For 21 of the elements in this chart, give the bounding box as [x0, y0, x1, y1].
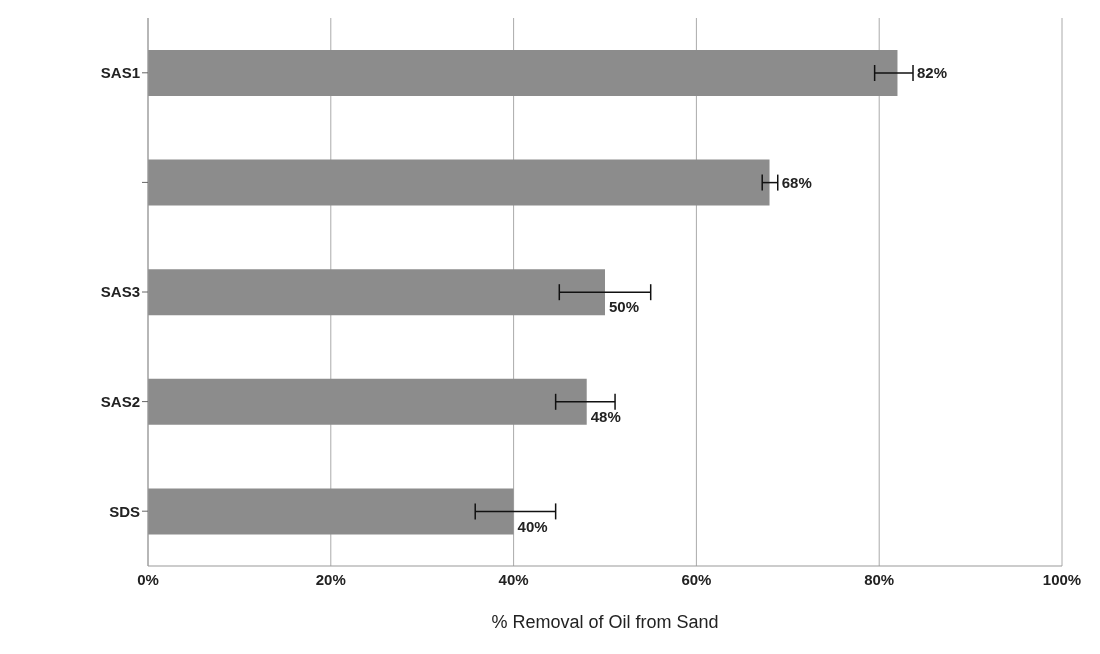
bar: [148, 269, 605, 316]
data-label: 50%: [609, 298, 640, 316]
data-label: 40%: [517, 517, 548, 535]
x-tick-label: 100%: [1042, 570, 1082, 588]
bar: [148, 50, 898, 96]
bar: [148, 159, 770, 206]
bar: [148, 378, 587, 425]
x-tick-label: 80%: [864, 570, 895, 588]
bar: [148, 488, 514, 535]
y-tick-label: SDS: [109, 502, 140, 520]
x-tick-label: 60%: [681, 570, 712, 588]
y-tick-label: SAS3: [100, 283, 140, 301]
x-tick-label: 0%: [137, 570, 159, 588]
x-tick-label: 20%: [315, 570, 346, 588]
y-tick-label: SAS2: [100, 392, 140, 410]
data-label: 48%: [590, 408, 621, 426]
data-label: 68%: [781, 173, 812, 191]
data-label: 82%: [917, 64, 948, 82]
x-axis-title: % Removal of Oil from Sand: [491, 612, 719, 632]
x-tick-label: 40%: [498, 570, 529, 588]
y-tick-label: SAS1: [100, 64, 140, 82]
